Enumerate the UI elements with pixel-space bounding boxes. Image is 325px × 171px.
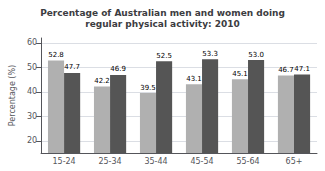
svg-text:60: 60: [27, 38, 37, 47]
svg-text:30: 30: [27, 112, 37, 121]
svg-text:55-64: 55-64: [236, 157, 259, 166]
svg-text:52.5: 52.5: [156, 52, 172, 60]
svg-text:regular physical activity: 201: regular physical activity: 2010: [85, 19, 240, 29]
svg-text:42.2: 42.2: [94, 77, 110, 85]
svg-text:53.0: 53.0: [248, 51, 264, 59]
svg-text:45.1: 45.1: [232, 70, 248, 78]
svg-text:15-24: 15-24: [52, 157, 75, 166]
svg-text:47.1: 47.1: [294, 65, 310, 73]
svg-text:39.5: 39.5: [140, 84, 156, 92]
svg-text:Percentage (%): Percentage (%): [8, 65, 17, 126]
svg-text:46.7: 46.7: [278, 66, 294, 74]
svg-text:52.8: 52.8: [48, 51, 64, 59]
svg-text:35-44: 35-44: [144, 157, 167, 166]
svg-text:Percentage of Australian men a: Percentage of Australian men and women d…: [40, 8, 285, 18]
svg-text:50: 50: [27, 63, 37, 72]
svg-text:40: 40: [27, 87, 37, 96]
svg-text:43.1: 43.1: [186, 75, 202, 83]
svg-text:45-54: 45-54: [190, 157, 213, 166]
svg-text:25-34: 25-34: [98, 157, 121, 166]
svg-text:65+: 65+: [286, 157, 303, 166]
svg-text:53.3: 53.3: [202, 50, 218, 58]
svg-text:47.7: 47.7: [64, 63, 80, 71]
svg-text:20: 20: [27, 136, 37, 145]
svg-text:46.9: 46.9: [110, 65, 126, 73]
